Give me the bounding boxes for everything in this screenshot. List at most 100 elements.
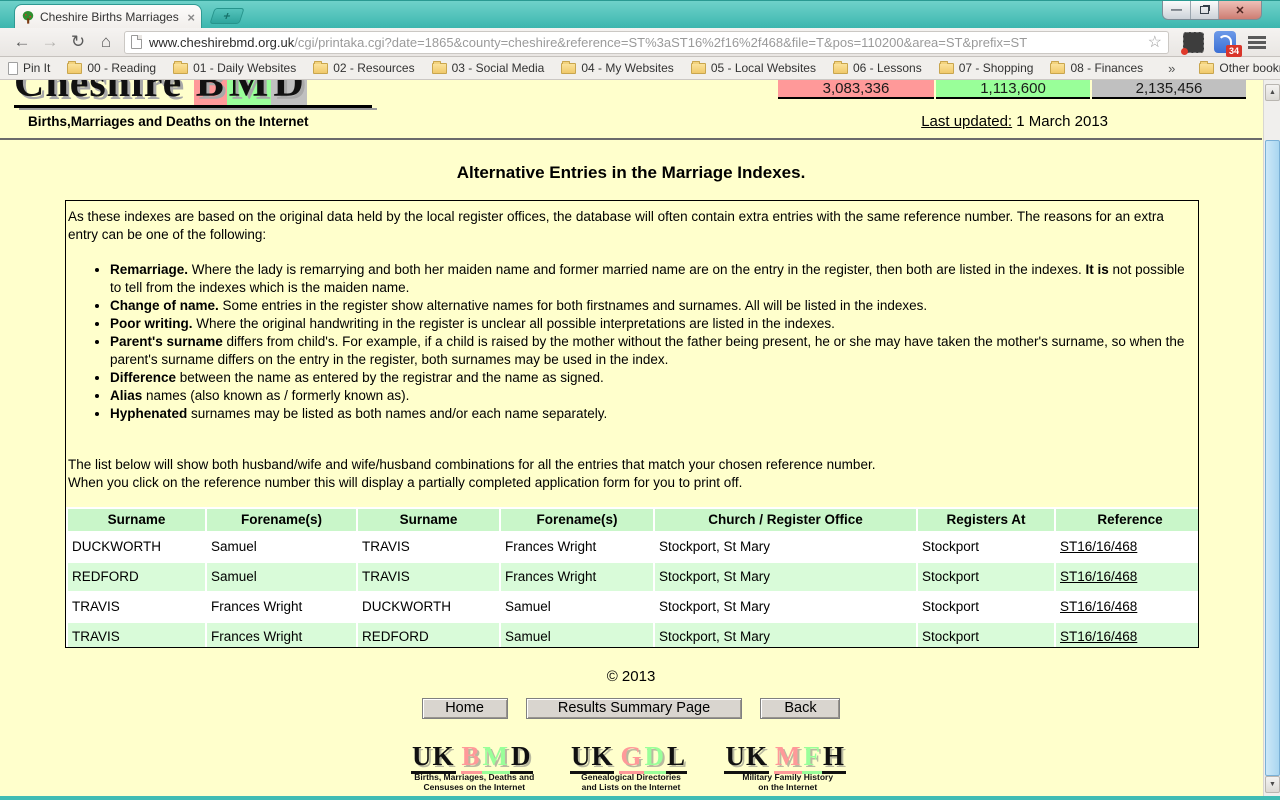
bookmark-folder-daily[interactable]: 01 - Daily Websites — [173, 60, 297, 75]
chrome-menu-icon[interactable] — [1248, 35, 1266, 49]
bookmark-label: 08 - Finances — [1070, 61, 1144, 75]
bookmark-label: 00 - Reading — [87, 61, 157, 75]
ukgdl-logo[interactable]: UK GDL Genealogical Directories and Lists … — [569, 741, 692, 792]
reference-link[interactable]: ST16/16/468 — [1060, 629, 1138, 644]
other-bookmarks-folder[interactable]: Other bookmarks — [1199, 60, 1280, 75]
table-header-row: Surname Forename(s) Surname Forename(s) … — [68, 509, 1198, 531]
last-updated-value: 1 March 2013 — [1012, 113, 1108, 130]
folder-icon — [690, 60, 706, 74]
scroll-up-button[interactable]: ▲ — [1265, 84, 1280, 101]
table-row: TRAVIS Frances Wright DUCKWORTH Samuel S… — [68, 593, 1198, 621]
back-button-footer[interactable]: Back — [760, 698, 841, 719]
bookmark-folder-shopping[interactable]: 07 - Shopping — [938, 60, 1034, 75]
home-button-toolbar[interactable]: ⌂ — [100, 32, 112, 51]
scroll-down-button[interactable]: ▼ — [1265, 776, 1280, 793]
ukbmd-logo[interactable]: UK BMD Births, Marriages, Deaths and Censu… — [411, 741, 538, 792]
window-controls: — ✕ — [1162, 1, 1262, 20]
list-item: Parent's surname differs from child's. F… — [110, 333, 1198, 369]
cell-surname: DUCKWORTH — [68, 533, 205, 561]
column-header: Surname — [68, 509, 205, 531]
home-button[interactable]: Home — [421, 698, 508, 719]
ukmfh-logo[interactable]: UK MFH Military Family History on the Inte… — [724, 741, 851, 792]
list-item: Remarriage. Where the lady is remarrying… — [110, 261, 1198, 297]
cell-church: Stockport, St Mary — [655, 563, 916, 591]
column-header: Forename(s) — [207, 509, 356, 531]
list-item: Hyphenated surnames may be listed as bot… — [110, 405, 1198, 423]
table-row: REDFORD Samuel TRAVIS Frances Wright Sto… — [68, 563, 1198, 591]
window-close-button[interactable]: ✕ — [1219, 1, 1261, 19]
vertical-scrollbar[interactable]: ▲ ▼ — [1263, 80, 1280, 796]
folder-icon — [832, 60, 848, 74]
folder-icon — [1199, 60, 1215, 74]
list-item: Change of name. Some entries in the regi… — [110, 297, 1198, 315]
footer-logos: UK BMD Births, Marriages, Deaths and Censu… — [0, 741, 1262, 792]
window-restore-button[interactable] — [1191, 1, 1219, 19]
footer-buttons: Home Results Summary Page Back — [0, 698, 1262, 719]
cell-reference: ST16/16/468 — [1056, 593, 1198, 621]
cell-forename: Samuel — [501, 593, 653, 621]
counter-deaths: 2,135,456 — [1092, 80, 1246, 99]
bookmark-label: Other bookmarks — [1219, 61, 1280, 75]
bookmark-page-icon — [8, 61, 18, 75]
bookmarks-overflow-chevron[interactable]: » — [1168, 60, 1176, 76]
browser-tab[interactable]: Cheshire Births Marriages × — [14, 4, 202, 29]
bookmark-folder-reading[interactable]: 00 - Reading — [67, 60, 157, 75]
explanation-box: As these indexes are based on the origin… — [65, 200, 1199, 648]
forward-button[interactable]: → — [41, 32, 59, 51]
bookmarks-bar: Pin It 00 - Reading 01 - Daily Websites … — [0, 57, 1280, 80]
column-header: Surname — [358, 509, 499, 531]
bookmark-star-icon[interactable]: ☆ — [1147, 34, 1162, 51]
folder-icon — [1050, 60, 1066, 74]
list-item: Difference between the name as entered b… — [110, 369, 1198, 387]
feed-extension-icon[interactable]: 34 — [1214, 31, 1242, 57]
cell-forename: Frances Wright — [501, 533, 653, 561]
url-bar[interactable]: www.cheshirebmd.org.uk/cgi/printaka.cgi?… — [124, 30, 1169, 54]
tab-close-icon[interactable]: × — [187, 9, 195, 25]
cell-surname: REDFORD — [358, 623, 499, 647]
back-button[interactable]: ← — [13, 32, 31, 51]
bookmark-folder-lessons[interactable]: 06 - Lessons — [832, 60, 922, 75]
cell-reference: ST16/16/468 — [1056, 563, 1198, 591]
cell-surname: TRAVIS — [358, 563, 499, 591]
cell-surname: TRAVIS — [68, 623, 205, 647]
new-tab-button[interactable]: + — [209, 8, 245, 24]
cell-forename: Frances Wright — [501, 563, 653, 591]
column-header: Reference — [1056, 509, 1198, 531]
bookmark-label: 05 - Local Websites — [710, 61, 816, 75]
ukbmd-d: D — [510, 741, 533, 774]
browser-toolbar: ← → ↻ ⌂ www.cheshirebmd.org.uk/cgi/print… — [0, 28, 1280, 57]
url-domain: www.cheshirebmd.org.uk — [149, 34, 295, 50]
cheshirebmd-logo: Cheshire BMD — [14, 80, 372, 105]
scrollbar-thumb[interactable] — [1265, 140, 1280, 776]
reference-link[interactable]: ST16/16/468 — [1060, 599, 1138, 614]
table-row: DUCKWORTH Samuel TRAVIS Frances Wright S… — [68, 533, 1198, 561]
bookmark-label: 01 - Daily Websites — [193, 61, 297, 75]
bookmark-folder-finances[interactable]: 08 - Finances — [1050, 60, 1144, 75]
reload-button[interactable]: ↻ — [70, 32, 86, 51]
reference-link[interactable]: ST16/16/468 — [1060, 539, 1138, 554]
results-summary-button[interactable]: Results Summary Page — [526, 698, 742, 719]
logo-letter-b: B — [193, 80, 227, 105]
ukbmd-uk: UK — [411, 741, 456, 774]
counter-births: 3,083,336 — [778, 80, 934, 99]
bookmark-label: 07 - Shopping — [958, 61, 1034, 75]
bookmark-folder-resources[interactable]: 02 - Resources — [313, 60, 415, 75]
results-table: Surname Forename(s) Surname Forename(s) … — [66, 507, 1198, 647]
intro-paragraph: As these indexes are based on the origin… — [68, 209, 1164, 242]
bookmark-folder-mywebsites[interactable]: 04 - My Websites — [561, 60, 674, 75]
window-minimize-button[interactable]: — — [1163, 1, 1191, 19]
ukgdl-d: D — [643, 741, 666, 774]
ukgdl-uk: UK — [569, 741, 615, 774]
cell-surname: REDFORD — [68, 563, 205, 591]
reasons-list: Remarriage. Where the lady is remarrying… — [66, 261, 1198, 423]
bookmark-item-pinit[interactable]: Pin It — [8, 61, 50, 75]
cell-forename: Samuel — [207, 563, 356, 591]
evernote-extension-icon[interactable] — [1181, 31, 1204, 55]
site-favicon-icon — [22, 10, 34, 24]
last-updated-label[interactable]: Last updated: — [921, 113, 1013, 130]
bookmark-folder-local[interactable]: 05 - Local Websites — [690, 60, 816, 75]
bookmark-folder-social[interactable]: 03 - Social Media — [431, 60, 544, 75]
page-icon — [131, 35, 142, 49]
reference-link[interactable]: ST16/16/468 — [1060, 569, 1138, 584]
